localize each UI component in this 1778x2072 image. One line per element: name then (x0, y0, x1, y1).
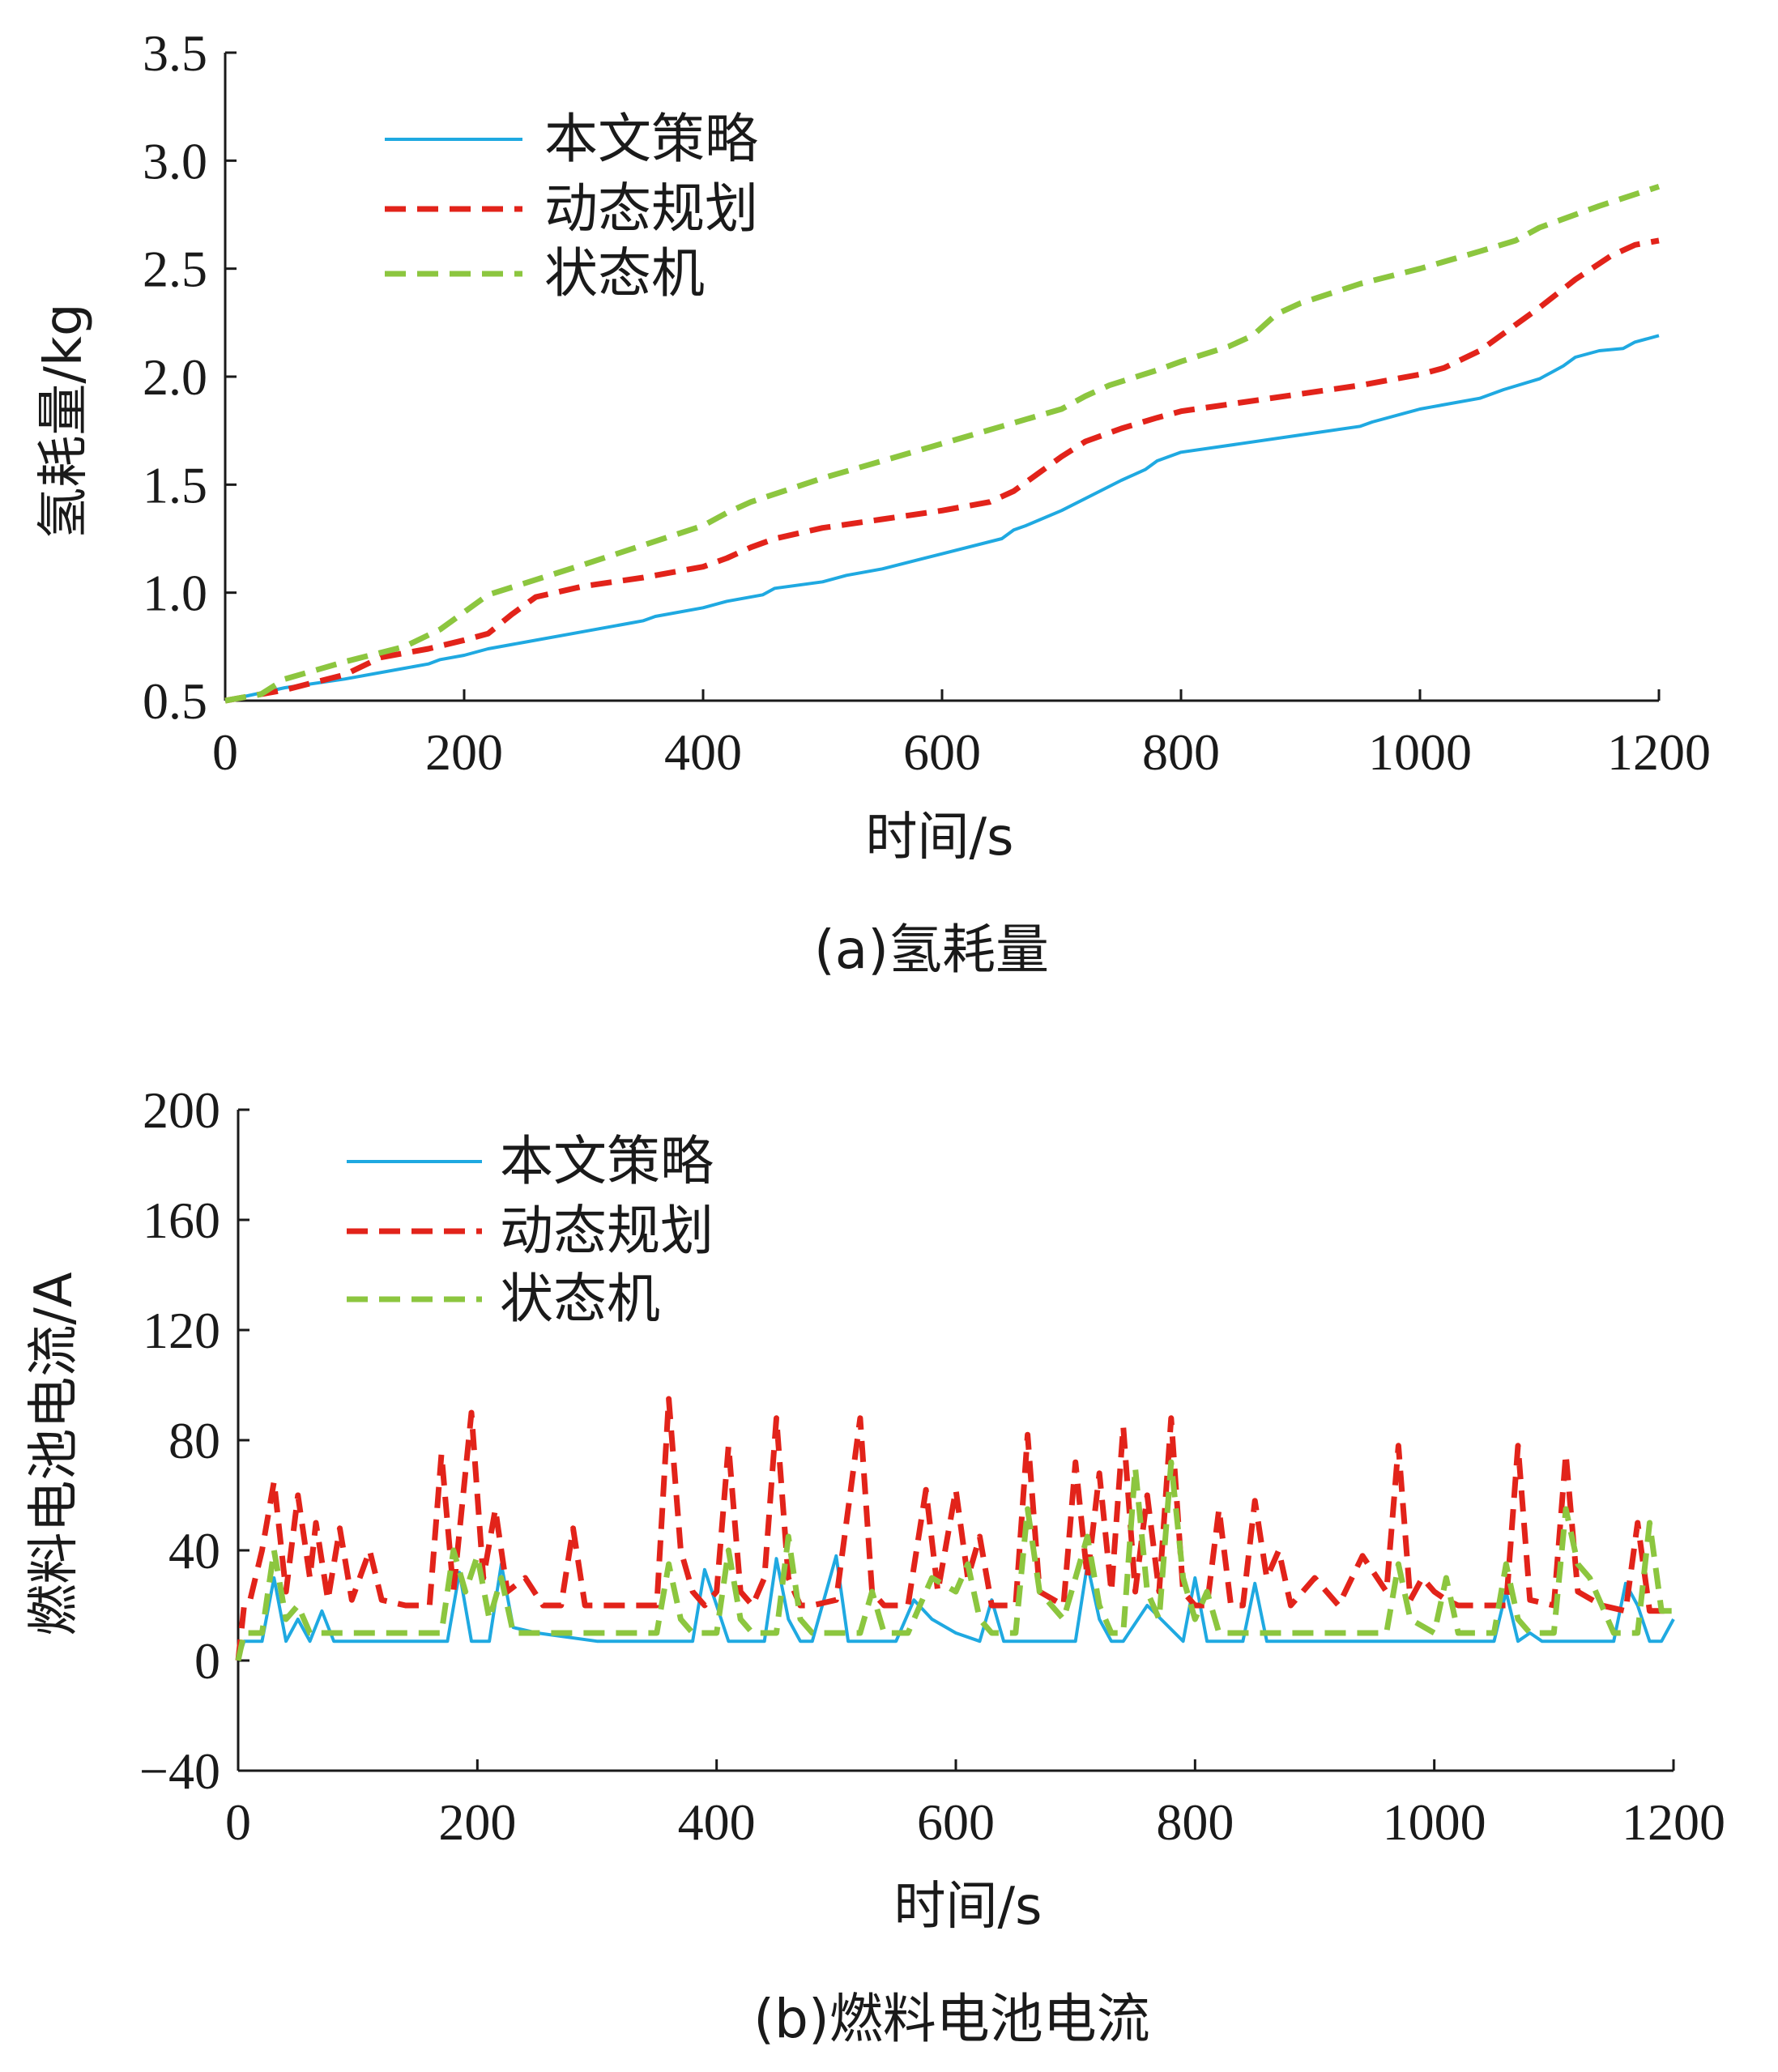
chart-a-y-ticks: 0.5 1.0 1.5 2.0 2.5 3.0 3.5 (143, 24, 237, 730)
chart-a-caption: (a)氢耗量 (814, 919, 1049, 981)
x-tick-label: 1000 (1383, 1793, 1486, 1851)
y-tick-label: 120 (143, 1302, 220, 1359)
x-tick-label: 600 (917, 1793, 995, 1851)
legend-label-2: 动态规划 (500, 1200, 714, 1262)
chart-a-x-axis-label: 时间/s (866, 808, 1014, 868)
series-line-3 (235, 1459, 1674, 1661)
y-tick-label: 2.5 (143, 241, 207, 298)
chart-a-series-lines (224, 183, 1661, 704)
chart-b-y-ticks: −40 0 40 80 120 160 200 (139, 1081, 249, 1800)
x-tick-label: 200 (425, 723, 503, 781)
series-line-2 (235, 1396, 1674, 1661)
series-line-1 (237, 1554, 1675, 1661)
chart-b-series-lines (235, 1396, 1675, 1661)
fuel-cell-current-chart: 0 200 400 600 800 1000 1200 −4004080120160200 … (24, 1081, 1725, 2050)
series-line-1 (224, 334, 1660, 702)
x-tick-label: 0 (225, 1793, 251, 1851)
chart-b-x-ticks: 0 200 400 600 800 1000 1200 (225, 1759, 1725, 1851)
x-tick-label: 200 (438, 1793, 516, 1851)
legend-label-1: 本文策略 (500, 1130, 714, 1192)
chart-a-x-ticks: 0 200 400 600 800 1000 1200 (212, 689, 1711, 781)
x-tick-label: 1200 (1607, 723, 1711, 781)
y-tick-label: 0 (194, 1632, 220, 1690)
y-tick-label: 1.5 (143, 456, 207, 514)
x-tick-label: 1200 (1622, 1793, 1725, 1851)
y-tick-label: 0.5 (143, 672, 207, 730)
x-tick-label: 800 (1156, 1793, 1234, 1851)
hydrogen-consumption-chart: 0 200 400 600 800 1000 1200 0.5 1.0 1.5 2.0 2.5 3.0… (34, 24, 1711, 981)
x-tick-label: 400 (664, 723, 742, 781)
y-tick-label: 80 (168, 1412, 220, 1469)
chart-b-y-axis-label: 燃料电池电流/A (24, 1272, 84, 1636)
y-tick-label: 40 (168, 1522, 220, 1580)
y-tick-label: 160 (143, 1192, 220, 1249)
y-tick-label: 200 (143, 1081, 220, 1139)
legend-label-3: 状态机 (544, 242, 705, 305)
legend-label-3: 状态机 (500, 1268, 660, 1330)
legend-label-1: 本文策略 (544, 108, 758, 170)
series-line-2 (224, 237, 1660, 704)
legend-label-2: 动态规划 (544, 177, 758, 240)
y-tick-label: 2.0 (143, 348, 207, 406)
chart-a-y-axis-label: 氢耗量/kg (34, 303, 94, 539)
y-tick-label: 3.0 (143, 132, 207, 190)
chart-b-x-axis-label: 时间/s (894, 1877, 1042, 1937)
series-line-3 (224, 183, 1661, 704)
y-tick-label: 3.5 (143, 24, 207, 82)
chart-b-axes (237, 1110, 1674, 1772)
chart-a-axes (224, 53, 1659, 702)
y-tick-label: −40 (139, 1742, 220, 1800)
x-tick-label: 600 (903, 723, 981, 781)
x-tick-label: 400 (678, 1793, 756, 1851)
y-tick-label: 1.0 (143, 565, 207, 622)
x-tick-label: 800 (1142, 723, 1220, 781)
x-tick-label: 0 (212, 723, 238, 781)
x-tick-label: 1000 (1368, 723, 1472, 781)
chart-b-caption: (b)燃料电池电流 (753, 1988, 1149, 2050)
